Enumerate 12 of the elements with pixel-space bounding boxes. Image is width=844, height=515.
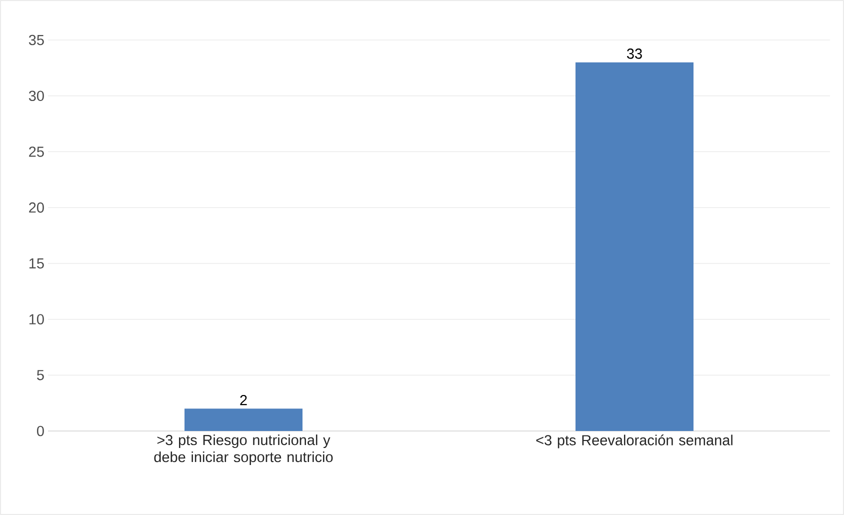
data-label: 33 (626, 48, 642, 59)
y-tick-label: 30 (28, 90, 44, 101)
data-label: 2 (240, 395, 247, 406)
y-tick-label: 25 (29, 146, 44, 157)
y-tick-label: 15 (29, 258, 44, 268)
y-tick-label: 0 (36, 426, 44, 436)
y-tick-label: 10 (29, 314, 44, 324)
y-tick-label: 5 (36, 370, 44, 380)
y-tick-label: 35 (28, 34, 44, 46)
x-tick-label: <3 pts Reevaloración semanal (536, 434, 732, 448)
x-tick-label: >3 pts Riesgo nutricional y debe iniciar soporte nutricio (154, 434, 333, 466)
y-tick-label: 20 (29, 202, 44, 213)
